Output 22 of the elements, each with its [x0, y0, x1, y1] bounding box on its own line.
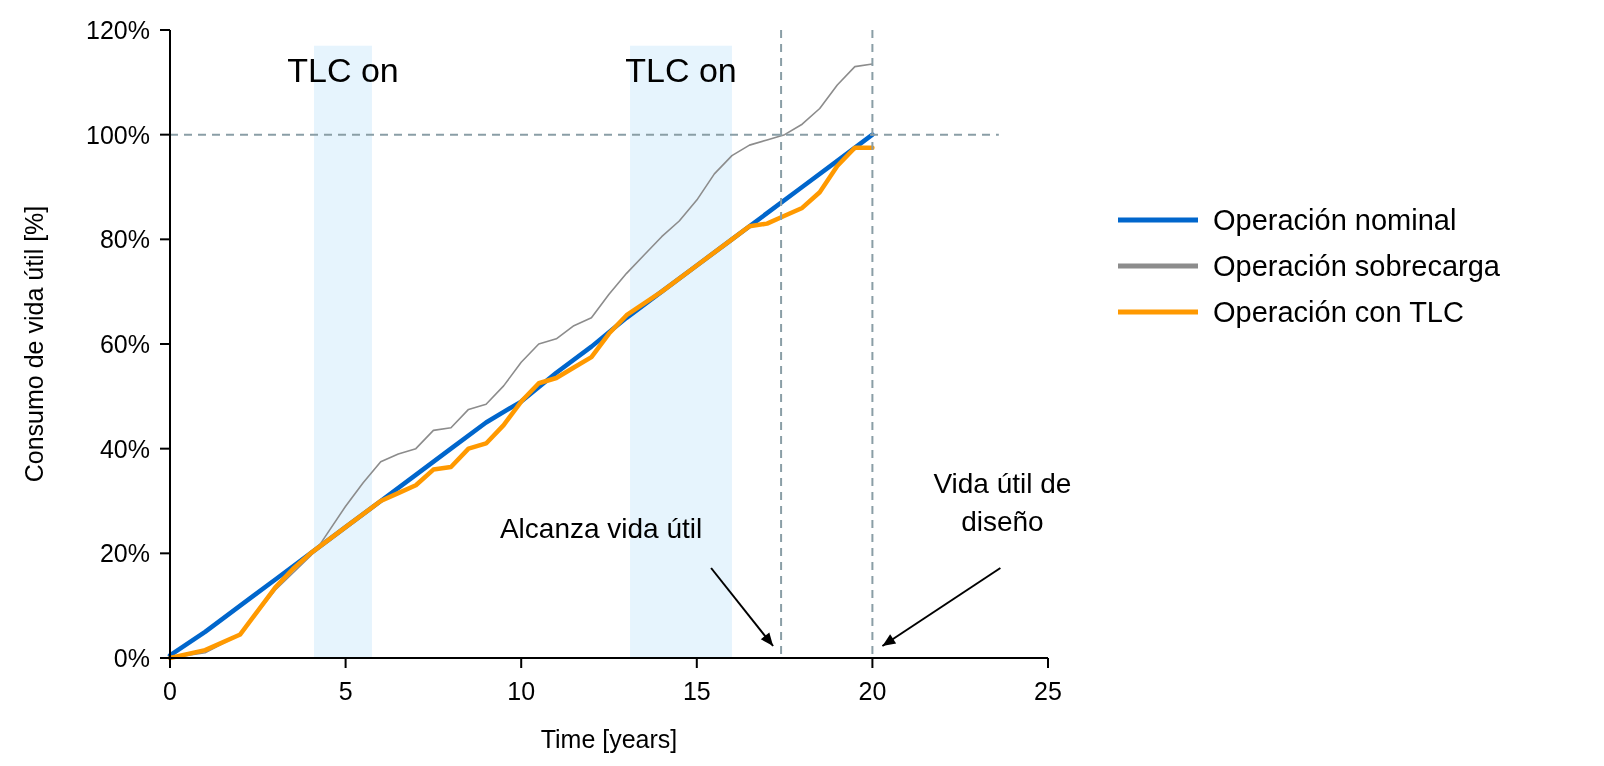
x-axis-title: Time [years] [540, 725, 678, 753]
y-tick-label: 60% [99, 330, 150, 358]
y-tick-label: 40% [99, 434, 150, 463]
legend-label: Operación sobrecarga [1213, 250, 1501, 282]
x-tick-label: 10 [507, 677, 536, 705]
ref-line-label: Vida útil de diseño [933, 468, 1072, 537]
ref-line-label: Alcanza vida útil [499, 513, 703, 544]
x-tick-label: 25 [1034, 677, 1062, 705]
y-tick-label: 20% [99, 539, 150, 568]
band-label: TLC on [287, 51, 399, 90]
x-tick-label: 5 [338, 677, 353, 705]
x-tick-label: 0 [163, 677, 177, 705]
y-tick-label: 120% [86, 16, 150, 44]
x-tick-label: 20 [858, 677, 887, 705]
y-tick-label: 100% [86, 120, 150, 149]
x-tick-label: 15 [682, 677, 711, 705]
y-tick-label: 80% [99, 225, 150, 254]
y-axis-title: Consumo de vida útil [%] [20, 205, 48, 483]
legend-label: Operación nominal [1213, 204, 1457, 236]
y-tick-label: 0% [113, 644, 150, 672]
legend-label: Operación con TLC [1213, 296, 1464, 328]
band-label: TLC on [625, 51, 737, 90]
